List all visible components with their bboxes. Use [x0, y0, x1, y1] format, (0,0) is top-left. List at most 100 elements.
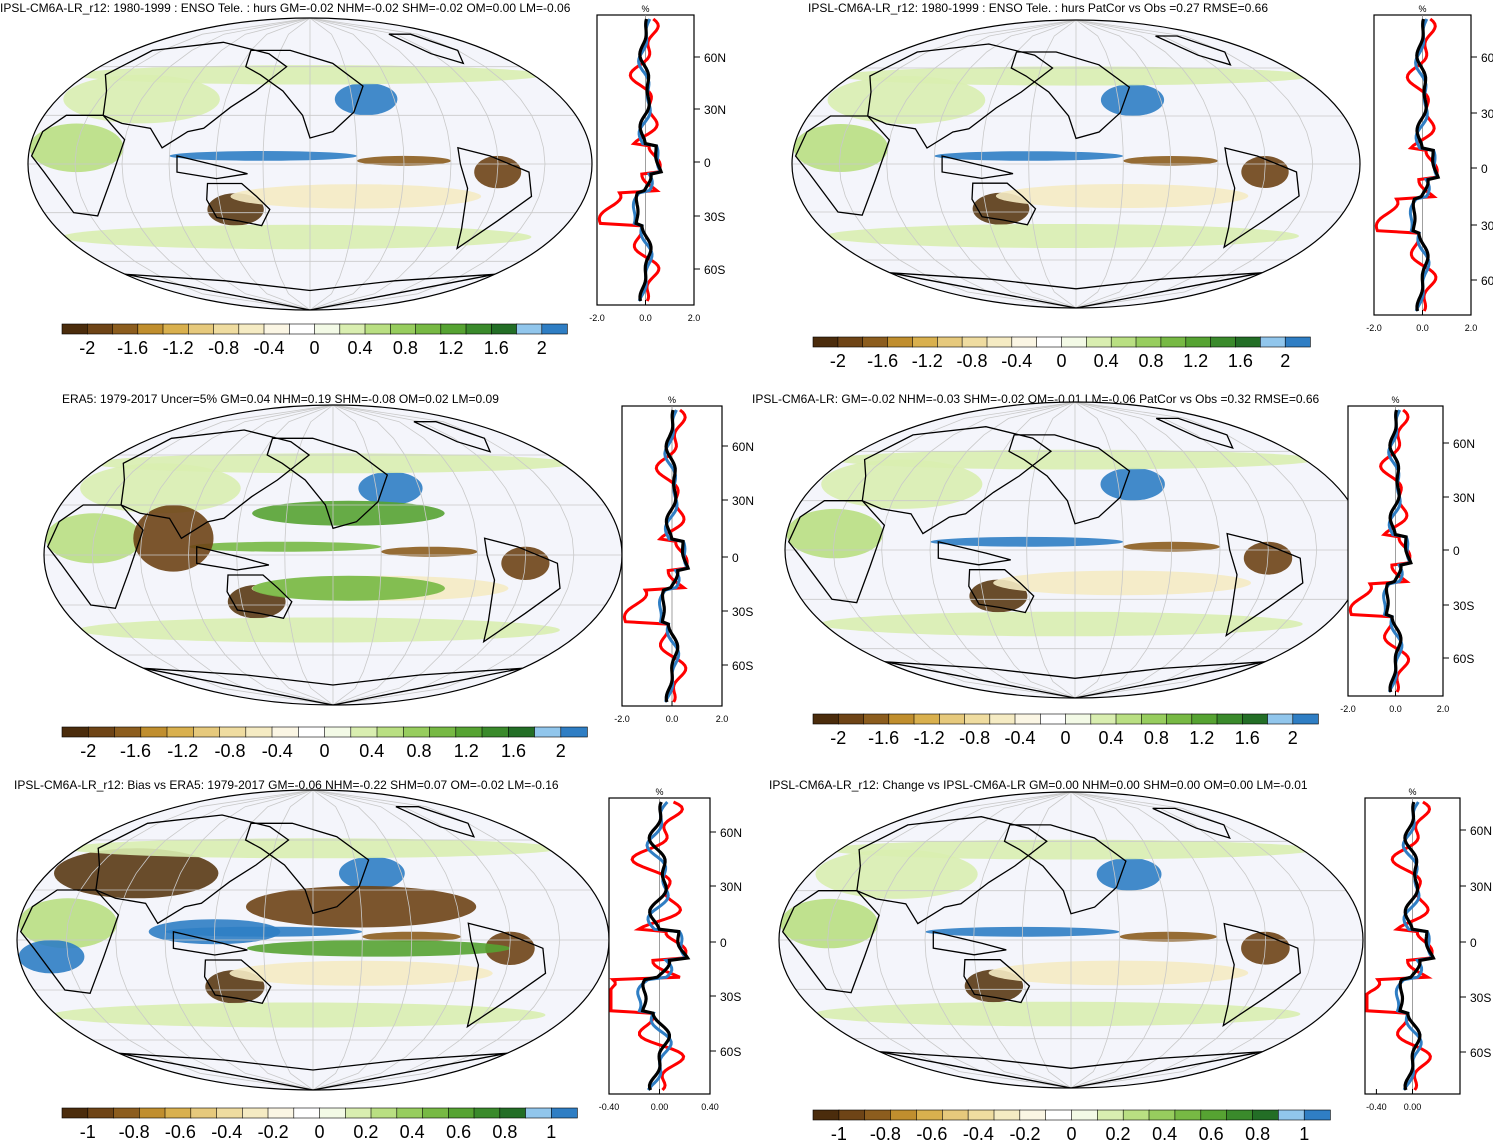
colorbar-label: -1.2: [163, 338, 194, 358]
longitude-line: [929, 402, 1076, 698]
colorbar-swatch: [422, 1107, 449, 1119]
coastline-asia: [866, 43, 1054, 149]
graticule: [792, 20, 1360, 308]
coastlines: [787, 417, 1304, 698]
longitude-line: [1070, 792, 1267, 1088]
colorbar-swatch: [1110, 336, 1137, 348]
longitude-line: [881, 402, 1076, 698]
colorbar-label: -1.6: [117, 338, 148, 358]
colorbar-swatch: [137, 323, 164, 335]
coastline-namerica: [1008, 434, 1131, 525]
longitude-line: [1070, 792, 1169, 1088]
colorbar-swatch: [162, 323, 189, 335]
colorbar-swatch: [1045, 1109, 1073, 1121]
colorbar-swatch: [216, 1107, 243, 1119]
longitude-line: [1075, 20, 1124, 308]
colorbar-swatch: [314, 323, 341, 335]
longitude-line: [332, 405, 430, 705]
colorbar-label: -0.4: [963, 1124, 994, 1143]
colorbar-label: 0.8: [492, 1122, 517, 1142]
colorbar-swatch: [1061, 336, 1088, 348]
colorbar-label: 0: [1066, 1124, 1076, 1143]
coastline-asia: [856, 816, 1048, 925]
coastline-greenland: [413, 421, 492, 453]
colorbar-swatch: [324, 726, 352, 738]
lat-tick-label: 60N: [1453, 437, 1475, 451]
colorbar-label: 0: [1060, 728, 1070, 748]
panel-p4: IPSL-CM6A-LR: GM=-0.02 NHM=-0.03 SHM=-0.…: [752, 392, 1475, 748]
coastline-namerica: [1003, 824, 1127, 915]
colorbar-swatch: [267, 1107, 295, 1119]
colorbar-swatch: [139, 1107, 166, 1119]
longitude-line: [1026, 402, 1076, 698]
colorbar-label: 1.6: [1235, 728, 1260, 748]
lat-tick-label: 0: [1470, 936, 1477, 950]
coastline-antarctic: [143, 667, 523, 705]
coastline-asia: [861, 426, 1053, 535]
colorbar-swatch: [213, 323, 240, 335]
panel-title: IPSL-CM6A-LR: GM=-0.02 NHM=-0.03 SHM=-0.…: [752, 392, 1320, 406]
anomaly-patch: [78, 617, 560, 643]
longitude-line: [262, 18, 311, 310]
colorbar-label: 1.6: [501, 741, 526, 761]
longitude-line: [332, 405, 382, 705]
colorbar-swatch: [812, 336, 839, 348]
colorbar-label: 0.8: [406, 741, 431, 761]
colorbar-swatch: [293, 1107, 321, 1119]
anomaly-patch: [819, 611, 1303, 637]
colorbar-swatch: [87, 323, 114, 335]
x-tick-label: -2.0: [614, 714, 630, 724]
lat-tick-label: 60N: [1481, 51, 1493, 65]
longitude-line: [1070, 792, 1218, 1088]
longitude-line: [121, 18, 311, 310]
longitude-line: [236, 405, 334, 705]
anomaly-patch: [252, 500, 445, 526]
colorbar-swatch: [1292, 713, 1319, 725]
lat-tick-label: 30N: [1481, 107, 1493, 121]
colorbar-label: -0.4: [1001, 351, 1032, 371]
lat-tick-label: 60N: [1470, 824, 1492, 838]
coastline-namerica: [266, 437, 389, 530]
coastline-africa: [30, 114, 126, 217]
colorbar-label: -0.4: [211, 1122, 242, 1142]
map-fields: [17, 790, 609, 1090]
longitude-line: [1070, 792, 1315, 1088]
longitude-line: [188, 405, 334, 705]
graticule: [779, 792, 1363, 1088]
lat-tick-label: 60N: [720, 826, 742, 840]
colorbar-label: 2: [537, 338, 547, 358]
panel-p5: IPSL-CM6A-LR_r12: Bias vs ERA5: 1979-201…: [14, 778, 742, 1142]
zonal-unit-label: %: [1392, 395, 1400, 405]
anomaly-patch: [825, 224, 1299, 248]
colorbar-swatch: [1284, 336, 1311, 348]
longitude-line: [65, 790, 314, 1090]
longitude-line: [263, 790, 314, 1090]
colorbar-swatch: [838, 1109, 866, 1121]
colorbar-swatch: [888, 713, 915, 725]
anomaly-patch: [133, 505, 214, 572]
graticule: [785, 402, 1365, 698]
map-fields: [792, 20, 1360, 308]
colorbar-swatch: [912, 336, 938, 348]
colorbar-label: -2: [830, 728, 846, 748]
colorbar-label: 2: [1288, 728, 1298, 748]
colorbar-swatch: [1090, 713, 1117, 725]
longitude-line: [215, 18, 311, 310]
colorbar-swatch: [941, 1109, 969, 1121]
panel-title: IPSL-CM6A-LR_r12: Change vs IPSL-CM6A-LR…: [769, 778, 1308, 792]
map-fields: [44, 405, 622, 705]
lat-tick-label: 30N: [704, 103, 726, 117]
coastline-greenland: [395, 806, 476, 838]
colorbar-swatch: [61, 726, 89, 738]
coastline-africa: [781, 890, 880, 994]
colorbar-swatch: [516, 323, 543, 335]
longitude-line: [284, 405, 334, 705]
colorbar-swatch: [376, 726, 404, 738]
colorbar-label: -2: [830, 351, 846, 371]
colorbar-swatch: [989, 713, 1016, 725]
lat-tick-label: 60S: [1481, 274, 1493, 288]
longitude-line: [312, 790, 363, 1090]
coastline-africa: [19, 889, 120, 995]
colorbar-label: 0.4: [347, 338, 372, 358]
colorbar-swatch: [114, 726, 142, 738]
